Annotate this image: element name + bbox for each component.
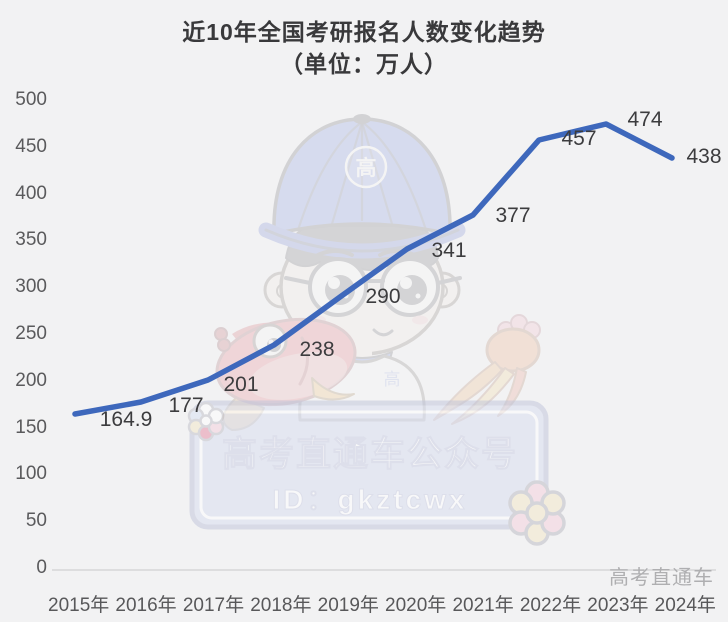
data-point-label: 177: [168, 394, 204, 417]
y-axis-tick: 500: [15, 89, 47, 110]
y-axis-tick: 450: [15, 135, 47, 157]
cap-emblem-char: 高: [356, 156, 377, 180]
data-point-label: 377: [495, 204, 531, 227]
data-point-label: 438: [686, 145, 722, 168]
data-point-label: 290: [365, 285, 401, 308]
y-axis-tick: 50: [25, 510, 47, 532]
x-axis-tick: 2019年: [317, 595, 379, 616]
x-axis-tick: 2023年: [587, 595, 649, 616]
x-axis: 2015年 2016年 2017年 2018年 2019年 2020年 2021…: [48, 590, 716, 617]
y-axis-tick: 100: [15, 463, 47, 485]
y-axis-tick: 250: [15, 322, 47, 344]
corner-watermark-text: 高考直通车: [609, 567, 714, 589]
y-axis-tick: 300: [15, 276, 47, 298]
x-axis-tick: 2024年: [654, 595, 716, 616]
y-axis-tick: 200: [15, 369, 47, 391]
x-axis-tick: 2017年: [182, 595, 245, 616]
trend-line: [72, 121, 675, 417]
y-axis-tick: 0: [36, 556, 47, 578]
data-point-label: 238: [299, 338, 335, 361]
x-axis-tick: 2018年: [250, 595, 312, 616]
banner-text-line2: ID：gkztcwx: [273, 484, 468, 515]
banner-watermark: 高考直通车公众号 ID：gkztcwx: [187, 400, 566, 546]
flower-icon: [508, 480, 566, 546]
x-axis-tick: 2015年: [48, 595, 110, 616]
data-point-label: 341: [431, 239, 467, 262]
x-axis-tick: 2016年: [115, 595, 177, 616]
data-point-label: 164.9: [99, 408, 153, 431]
banner-text-line1: 高考直通车公众号: [222, 435, 518, 474]
x-axis-tick: 2020年: [385, 595, 447, 616]
flower-icon: [187, 401, 225, 442]
shirt-char: 高: [384, 370, 401, 389]
y-axis-tick: 350: [15, 229, 47, 251]
x-axis-tick: 2022年: [519, 595, 582, 616]
chart-title-line1: 近10年全国考研报名人数变化趋势: [182, 19, 546, 45]
mascot-watermark-icon: 高 高: [214, 114, 541, 431]
y-axis: 500 450 400 350 300 250 200 150 100 50 0: [0, 89, 50, 579]
x-axis-tick: 2021年: [452, 595, 514, 616]
chart-title: 近10年全国考研报名人数变化趋势 （单位：万人）: [0, 16, 728, 80]
data-point-label: 457: [561, 127, 597, 150]
y-axis-tick: 400: [15, 182, 47, 204]
data-point-label: 201: [223, 373, 259, 396]
chart-title-line2: （单位：万人）: [280, 51, 448, 77]
data-point-label: 474: [627, 108, 663, 131]
y-axis-tick: 150: [15, 416, 47, 438]
